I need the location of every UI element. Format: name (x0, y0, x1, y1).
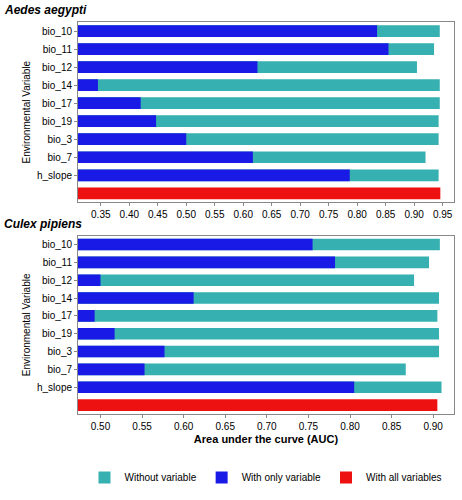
svg-text:0.80: 0.80 (347, 209, 367, 220)
svg-text:bio_14: bio_14 (42, 293, 72, 304)
svg-text:0.65: 0.65 (216, 421, 236, 432)
svg-text:0.65: 0.65 (262, 209, 282, 220)
svg-text:0.50: 0.50 (177, 209, 197, 220)
svg-text:bio_19: bio_19 (42, 116, 72, 127)
svg-text:bio_10: bio_10 (42, 239, 72, 250)
svg-text:0.40: 0.40 (120, 209, 140, 220)
svg-text:0.35: 0.35 (91, 209, 111, 220)
svg-text:0.90: 0.90 (404, 209, 424, 220)
svg-text:h_slope: h_slope (37, 170, 72, 181)
svg-text:Culex pipiens: Culex pipiens (4, 217, 82, 231)
svg-text:0.60: 0.60 (174, 421, 194, 432)
svg-text:bio_14: bio_14 (42, 80, 72, 91)
svg-text:bio_11: bio_11 (43, 257, 73, 268)
svg-text:Environmental Variable: Environmental Variable (21, 60, 32, 163)
svg-text:0.70: 0.70 (290, 209, 310, 220)
svg-text:bio_7: bio_7 (48, 152, 73, 163)
svg-text:Area under the curve (AUC): Area under the curve (AUC) (194, 433, 339, 445)
svg-text:0.75: 0.75 (299, 421, 319, 432)
svg-text:bio_3: bio_3 (48, 134, 73, 145)
svg-text:With all variables: With all variables (366, 472, 442, 483)
svg-text:Aedes aegypti: Aedes aegypti (4, 3, 87, 17)
svg-text:bio_11: bio_11 (43, 44, 73, 55)
svg-text:bio_12: bio_12 (42, 62, 72, 73)
svg-text:0.85: 0.85 (376, 209, 396, 220)
svg-text:0.55: 0.55 (132, 421, 152, 432)
svg-text:0.60: 0.60 (233, 209, 253, 220)
svg-text:0.70: 0.70 (257, 421, 277, 432)
svg-text:bio_17: bio_17 (42, 310, 72, 321)
svg-text:0.50: 0.50 (91, 421, 111, 432)
svg-text:0.55: 0.55 (205, 209, 225, 220)
svg-text:With only variable: With only variable (242, 472, 321, 483)
svg-text:bio_10: bio_10 (42, 26, 72, 37)
svg-text:0.95: 0.95 (433, 209, 453, 220)
svg-text:0.90: 0.90 (423, 421, 443, 432)
svg-text:0.45: 0.45 (148, 209, 168, 220)
svg-text:Without variable: Without variable (125, 472, 197, 483)
svg-text:h_slope: h_slope (37, 382, 72, 393)
svg-text:Environmental Variable: Environmental Variable (21, 273, 32, 376)
svg-text:0.80: 0.80 (340, 421, 360, 432)
svg-text:bio_19: bio_19 (42, 328, 72, 339)
svg-text:0.75: 0.75 (319, 209, 339, 220)
svg-text:0.85: 0.85 (382, 421, 402, 432)
svg-text:bio_12: bio_12 (42, 275, 72, 286)
svg-text:bio_17: bio_17 (42, 98, 72, 109)
svg-text:bio_3: bio_3 (48, 346, 73, 357)
svg-text:bio_7: bio_7 (48, 364, 73, 375)
